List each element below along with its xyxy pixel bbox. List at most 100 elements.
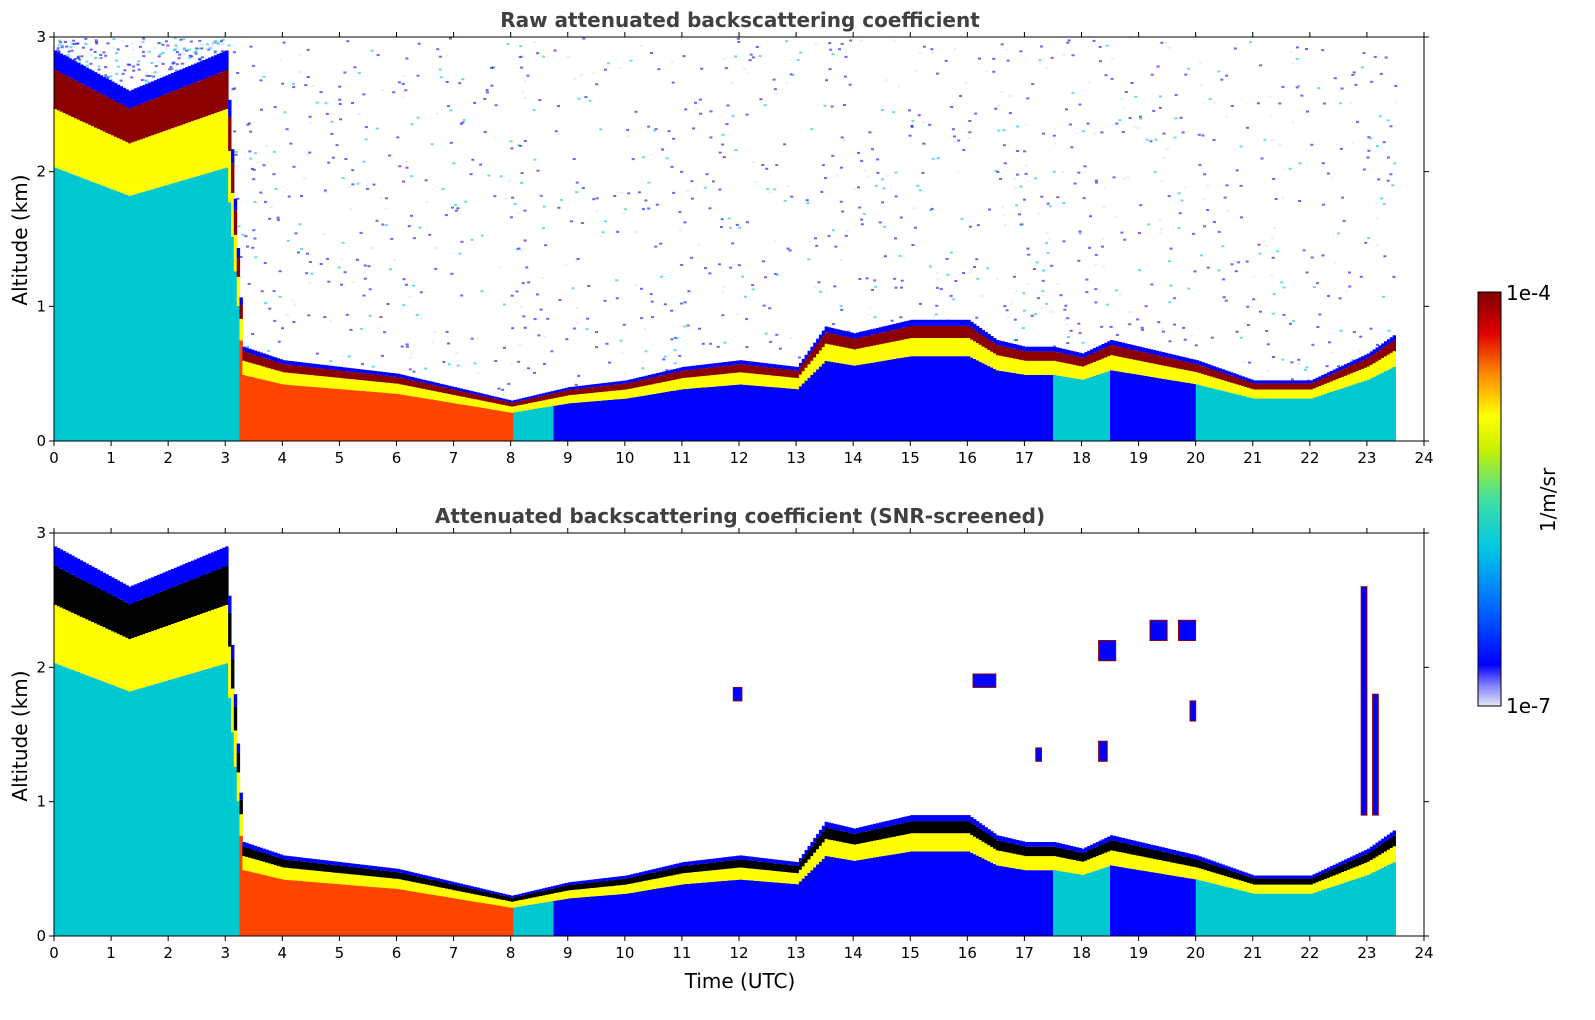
noise-pixel (277, 340, 281, 343)
layer-strong (833, 334, 837, 346)
noise-pixel (249, 130, 253, 133)
layer-edge (1135, 841, 1140, 846)
noise-pixel (735, 313, 739, 316)
noise-pixel (843, 75, 847, 78)
noise-pixel (384, 224, 388, 227)
layer-edge (667, 865, 671, 869)
noise-pixel (897, 85, 901, 88)
noise-pixel (215, 52, 219, 55)
noise-pixel (60, 44, 64, 47)
layer-edge (1321, 375, 1325, 379)
noise-pixel (827, 235, 831, 238)
layer-bottom (610, 894, 614, 936)
layer-strong (345, 371, 349, 379)
noise-pixel (57, 50, 61, 53)
layer-bottom (173, 678, 178, 936)
layer-bottom (1101, 868, 1105, 936)
layer-strong (1141, 847, 1145, 857)
layer-bottom (973, 359, 977, 441)
layer-edge (727, 361, 731, 366)
layer-strong (1027, 846, 1031, 857)
layer-strong (1018, 350, 1023, 360)
noise-pixel (205, 43, 209, 46)
layer-bottom (898, 358, 903, 441)
layer-strong (1298, 383, 1302, 390)
noise-pixel (246, 345, 250, 348)
layer-mid (539, 896, 543, 904)
layer-edge (990, 336, 994, 342)
layer-strong (231, 163, 235, 193)
layer-edge (322, 364, 326, 369)
noise-pixel (1289, 51, 1293, 54)
layer-mid (644, 880, 649, 891)
layer-bottom (856, 860, 860, 936)
noise-pixel (1045, 231, 1049, 234)
layer-mid (1195, 867, 1200, 880)
layer-edge (599, 878, 603, 882)
noise-pixel (1165, 41, 1169, 44)
layer-strong (816, 343, 820, 354)
noise-pixel (1008, 94, 1012, 97)
layer-mid (413, 387, 417, 397)
layer-mid (1030, 856, 1034, 871)
noise-pixel (363, 277, 367, 280)
layer-mid (122, 140, 126, 194)
layer-edge (279, 854, 283, 859)
layer-strong (913, 325, 917, 338)
layer-mid (804, 367, 808, 381)
noise-pixel (616, 230, 620, 233)
layer-mid (933, 833, 937, 852)
layer-edge (1324, 373, 1328, 378)
layer-mid (970, 339, 974, 358)
layer-mid (456, 395, 460, 404)
noise-pixel (899, 216, 903, 219)
layer-edge (579, 385, 583, 389)
noise-pixel (586, 317, 590, 320)
layer-edge (1341, 365, 1345, 370)
layer-edge (88, 565, 92, 584)
noise-pixel (831, 53, 835, 56)
layer-edge (133, 88, 138, 107)
noise-pixel (1094, 301, 1098, 304)
layer-strong (416, 876, 420, 883)
noise-pixel (751, 288, 755, 291)
layer-bottom (1104, 867, 1108, 936)
layer-bottom (293, 385, 298, 441)
layer-bottom (659, 392, 663, 441)
layer-mid (1018, 854, 1023, 870)
layer-strong (776, 368, 780, 376)
noise-pixel (820, 190, 824, 193)
layer-mid (1035, 360, 1040, 375)
layer-strong (853, 833, 857, 845)
noise-pixel (182, 62, 186, 65)
layer-strong (596, 386, 600, 393)
noise-pixel (622, 323, 626, 326)
layer-edge (191, 560, 195, 580)
noise-pixel (791, 74, 795, 77)
layer-strong (382, 870, 386, 878)
layer-mid (713, 374, 717, 387)
layer-bottom (773, 387, 777, 441)
layer-bottom (918, 356, 923, 441)
layer-strong (790, 865, 794, 873)
noise-pixel (935, 286, 939, 289)
noise-pixel (331, 156, 335, 159)
layer-mid (1044, 856, 1048, 871)
layer-mid (447, 889, 452, 898)
layer-strong (995, 840, 1000, 851)
noise-pixel (1246, 324, 1250, 326)
noise-pixel (469, 173, 473, 176)
layer-bottom (348, 389, 352, 441)
layer-edge (79, 560, 84, 580)
layer-mid (1161, 860, 1165, 874)
layer-strong (85, 86, 89, 124)
layer-strong (362, 868, 366, 876)
layer-edge (1078, 848, 1082, 853)
layer-edge (761, 362, 766, 367)
noise-pixel (572, 327, 576, 330)
noise-pixel (1145, 138, 1149, 141)
layer-edge (736, 360, 740, 365)
noise-pixel (1024, 123, 1028, 126)
layer-strong (642, 379, 646, 387)
noise-pixel (1331, 176, 1334, 179)
